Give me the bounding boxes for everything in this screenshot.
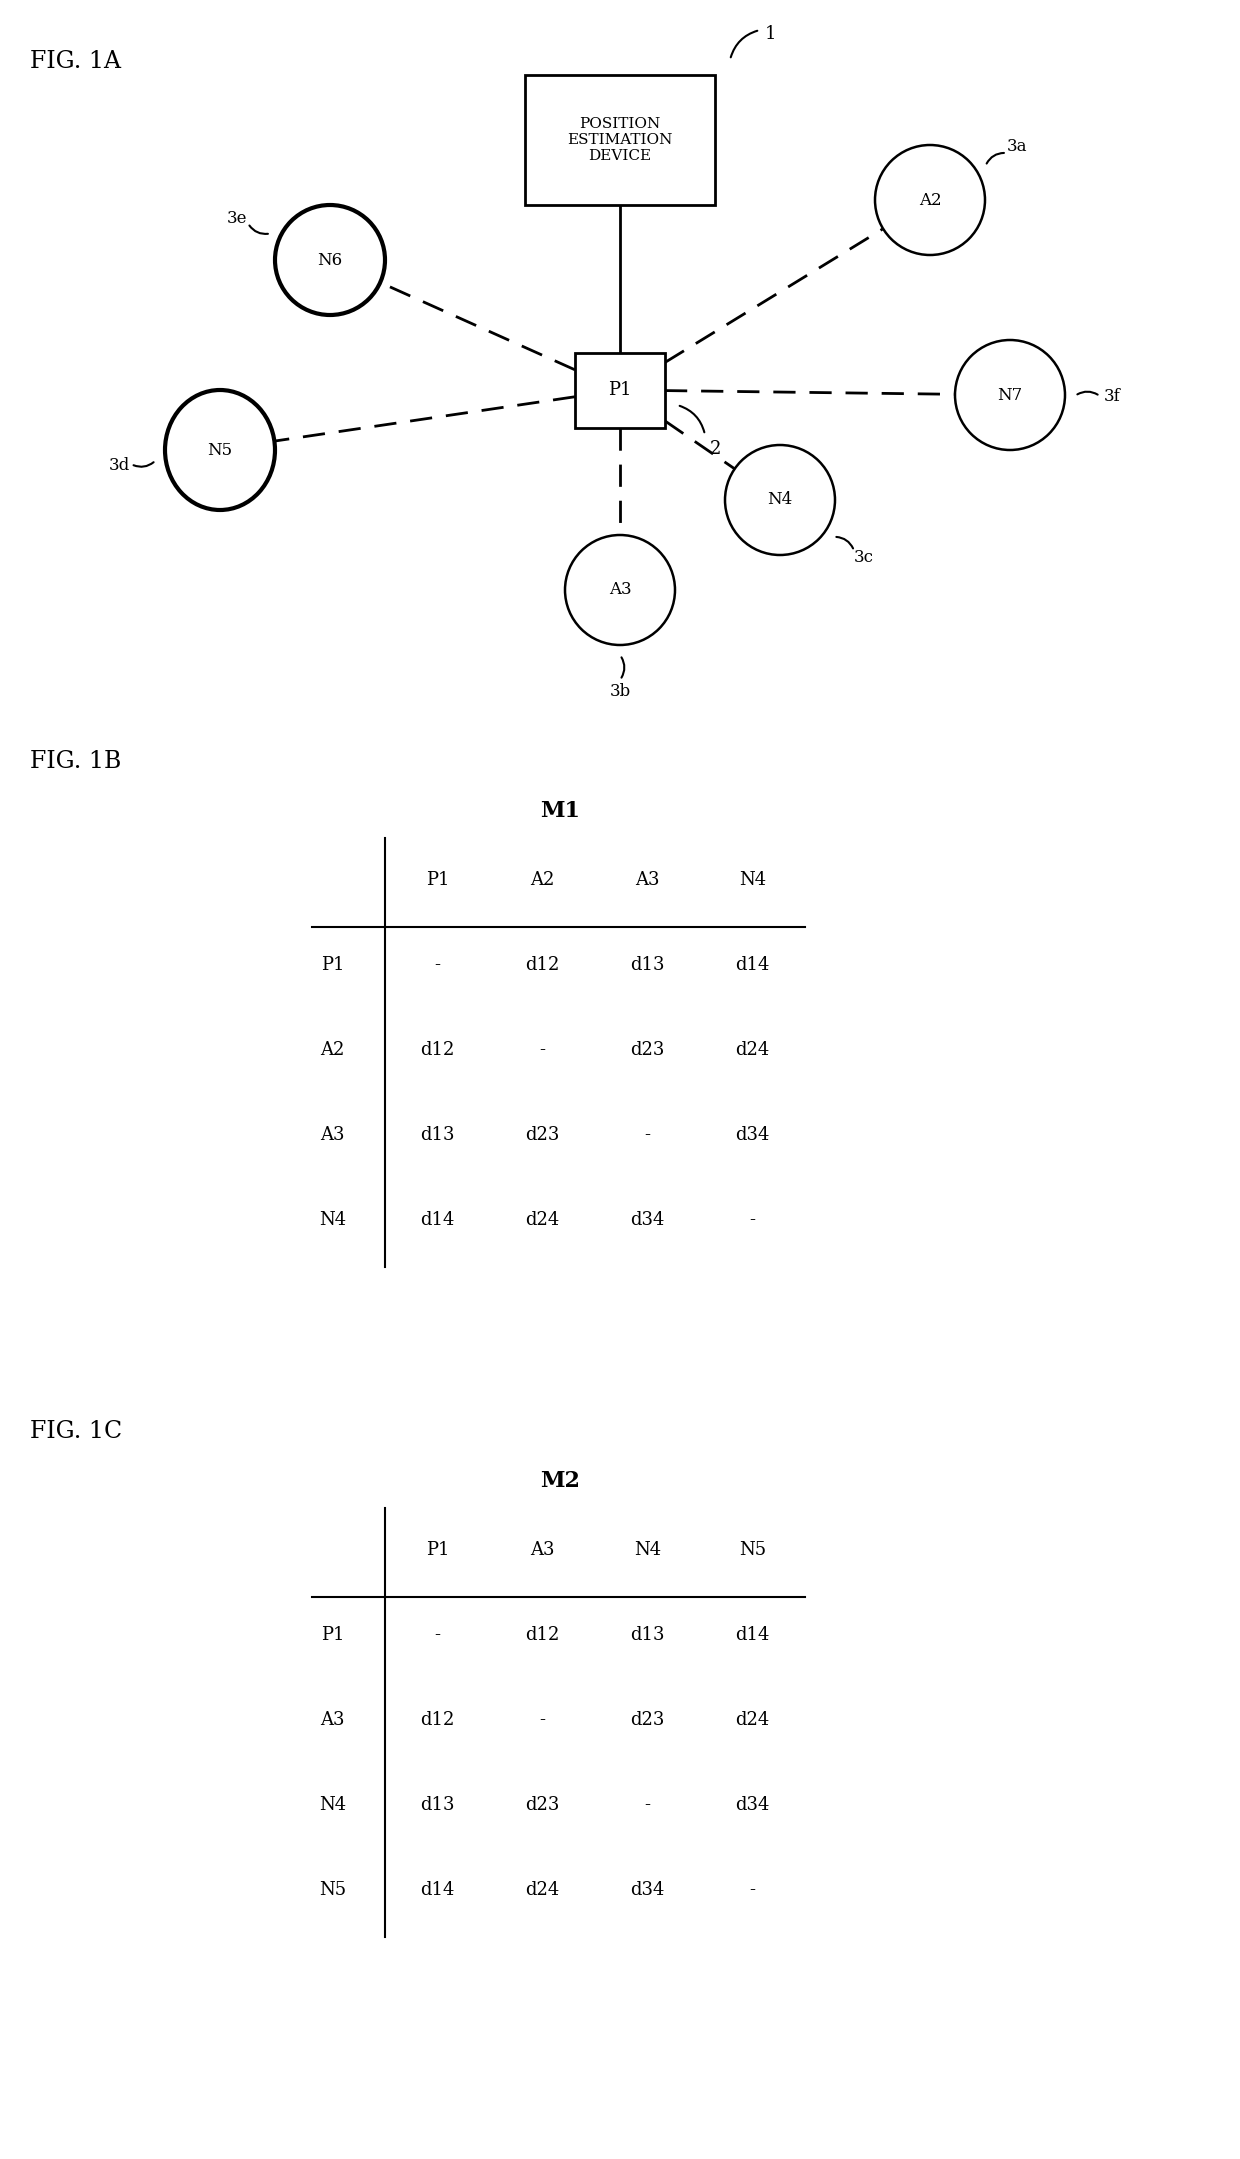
Text: d12: d12 bbox=[420, 1041, 455, 1060]
Text: 3c: 3c bbox=[854, 548, 874, 566]
Text: d23: d23 bbox=[630, 1710, 665, 1729]
Text: 3a: 3a bbox=[1007, 138, 1027, 155]
Text: d14: d14 bbox=[735, 1626, 770, 1643]
Text: POSITION
ESTIMATION
DEVICE: POSITION ESTIMATION DEVICE bbox=[568, 117, 672, 164]
Text: -: - bbox=[539, 1041, 546, 1060]
Text: P1: P1 bbox=[425, 870, 449, 890]
Ellipse shape bbox=[725, 445, 835, 555]
Text: N6: N6 bbox=[317, 250, 342, 268]
Ellipse shape bbox=[955, 339, 1065, 449]
Text: A3: A3 bbox=[635, 870, 660, 890]
Text: d12: d12 bbox=[420, 1710, 455, 1729]
Ellipse shape bbox=[875, 145, 985, 255]
Text: N5: N5 bbox=[319, 1880, 346, 1900]
Text: FIG. 1B: FIG. 1B bbox=[30, 749, 122, 773]
Text: A3: A3 bbox=[320, 1127, 345, 1144]
Text: N4: N4 bbox=[319, 1796, 346, 1814]
Text: d12: d12 bbox=[526, 956, 559, 974]
Text: d13: d13 bbox=[420, 1796, 455, 1814]
Text: A2: A2 bbox=[320, 1041, 345, 1060]
Text: 1: 1 bbox=[765, 26, 776, 43]
Text: d14: d14 bbox=[735, 956, 770, 974]
Text: d34: d34 bbox=[735, 1796, 770, 1814]
Text: -: - bbox=[539, 1710, 546, 1729]
Text: 3b: 3b bbox=[609, 684, 631, 700]
Text: -: - bbox=[434, 956, 440, 974]
Text: P1: P1 bbox=[425, 1542, 449, 1559]
Text: 3e: 3e bbox=[227, 209, 247, 227]
Text: d34: d34 bbox=[630, 1211, 665, 1228]
Text: 3d: 3d bbox=[109, 458, 130, 475]
Text: d24: d24 bbox=[735, 1041, 770, 1060]
Text: N5: N5 bbox=[207, 440, 233, 458]
Text: -: - bbox=[749, 1211, 755, 1228]
Text: 2: 2 bbox=[711, 440, 722, 458]
Text: d24: d24 bbox=[526, 1211, 559, 1228]
Text: -: - bbox=[645, 1796, 651, 1814]
Text: A2: A2 bbox=[919, 192, 941, 209]
Text: d24: d24 bbox=[526, 1880, 559, 1900]
Text: d13: d13 bbox=[630, 1626, 665, 1643]
Text: N7: N7 bbox=[997, 386, 1023, 404]
Text: A3: A3 bbox=[609, 581, 631, 598]
Bar bbox=[525, 76, 715, 205]
Text: N4: N4 bbox=[768, 492, 792, 510]
Text: A3: A3 bbox=[531, 1542, 554, 1559]
Text: M2: M2 bbox=[539, 1470, 580, 1492]
Bar bbox=[575, 352, 665, 427]
Text: P1: P1 bbox=[609, 380, 631, 399]
Text: d24: d24 bbox=[735, 1710, 770, 1729]
Text: d13: d13 bbox=[420, 1127, 455, 1144]
Text: 3f: 3f bbox=[1104, 389, 1121, 404]
Text: d23: d23 bbox=[526, 1127, 559, 1144]
Ellipse shape bbox=[275, 205, 384, 315]
Text: d13: d13 bbox=[630, 956, 665, 974]
Text: d34: d34 bbox=[735, 1127, 770, 1144]
Text: d23: d23 bbox=[526, 1796, 559, 1814]
Text: P1: P1 bbox=[321, 1626, 345, 1643]
Text: FIG. 1C: FIG. 1C bbox=[30, 1421, 122, 1442]
Ellipse shape bbox=[565, 535, 675, 646]
Text: A3: A3 bbox=[320, 1710, 345, 1729]
Text: P1: P1 bbox=[321, 956, 345, 974]
Text: M1: M1 bbox=[539, 801, 580, 823]
Text: d14: d14 bbox=[420, 1211, 455, 1228]
Text: N5: N5 bbox=[739, 1542, 766, 1559]
Text: d14: d14 bbox=[420, 1880, 455, 1900]
Text: N4: N4 bbox=[319, 1211, 346, 1228]
Text: d23: d23 bbox=[630, 1041, 665, 1060]
Text: N4: N4 bbox=[739, 870, 766, 890]
Text: d34: d34 bbox=[630, 1880, 665, 1900]
Text: A2: A2 bbox=[531, 870, 554, 890]
Text: FIG. 1A: FIG. 1A bbox=[30, 50, 122, 73]
Text: -: - bbox=[645, 1127, 651, 1144]
Text: -: - bbox=[434, 1626, 440, 1643]
Text: -: - bbox=[749, 1880, 755, 1900]
Text: N4: N4 bbox=[634, 1542, 661, 1559]
Text: d12: d12 bbox=[526, 1626, 559, 1643]
Ellipse shape bbox=[165, 391, 275, 510]
